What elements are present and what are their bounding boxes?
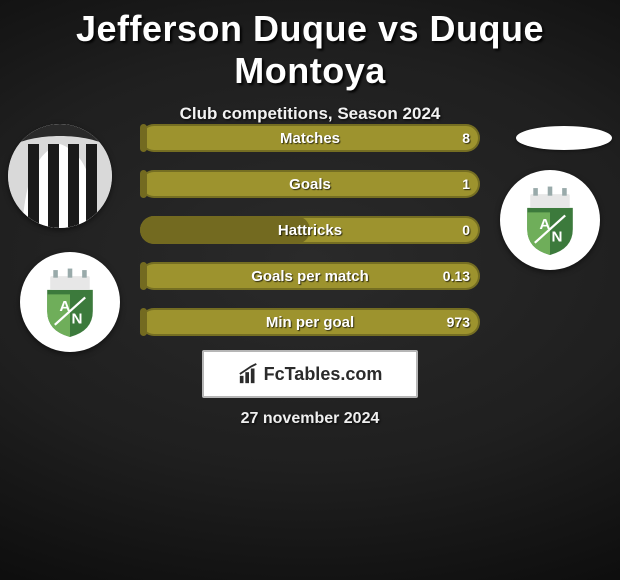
club-badge-left: A N — [20, 252, 120, 352]
stat-row-goals: Goals 1 — [140, 170, 480, 198]
brand-box: FcTables.com — [202, 350, 418, 398]
svg-text:N: N — [72, 310, 83, 327]
stat-row-matches: Matches 8 — [140, 124, 480, 152]
club-crest-icon: A N — [32, 264, 108, 340]
stat-label: Matches — [140, 130, 480, 147]
club-badge-right: A N — [500, 170, 600, 270]
jersey-icon — [8, 124, 112, 228]
stat-value-right: 973 — [447, 314, 470, 330]
container: Jefferson Duque vs Duque Montoya Club co… — [0, 0, 620, 580]
stat-value-right: 0.13 — [443, 268, 470, 284]
stat-label: Hattricks — [140, 222, 480, 239]
club-crest-icon: A N — [512, 182, 588, 258]
stat-label: Goals — [140, 176, 480, 193]
page-subtitle: Club competitions, Season 2024 — [0, 104, 620, 124]
page-title: Jefferson Duque vs Duque Montoya — [0, 0, 620, 92]
player-photo-left — [8, 124, 112, 228]
stat-value-right: 1 — [462, 176, 470, 192]
stat-label: Goals per match — [140, 268, 480, 285]
stat-row-hattricks: Hattricks 0 — [140, 216, 480, 244]
stat-value-right: 8 — [462, 130, 470, 146]
svg-text:N: N — [552, 228, 563, 245]
stat-value-right: 0 — [462, 222, 470, 238]
player-photo-right-placeholder — [516, 126, 612, 150]
stats-bars: Matches 8 Goals 1 Hattricks 0 Goals per … — [140, 124, 480, 336]
date-text: 27 november 2024 — [0, 410, 620, 428]
brand-text: FcTables.com — [264, 364, 383, 385]
bar-chart-icon — [238, 363, 260, 385]
stat-label: Min per goal — [140, 314, 480, 331]
stat-row-min-per-goal: Min per goal 973 — [140, 308, 480, 336]
stat-row-goals-per-match: Goals per match 0.13 — [140, 262, 480, 290]
